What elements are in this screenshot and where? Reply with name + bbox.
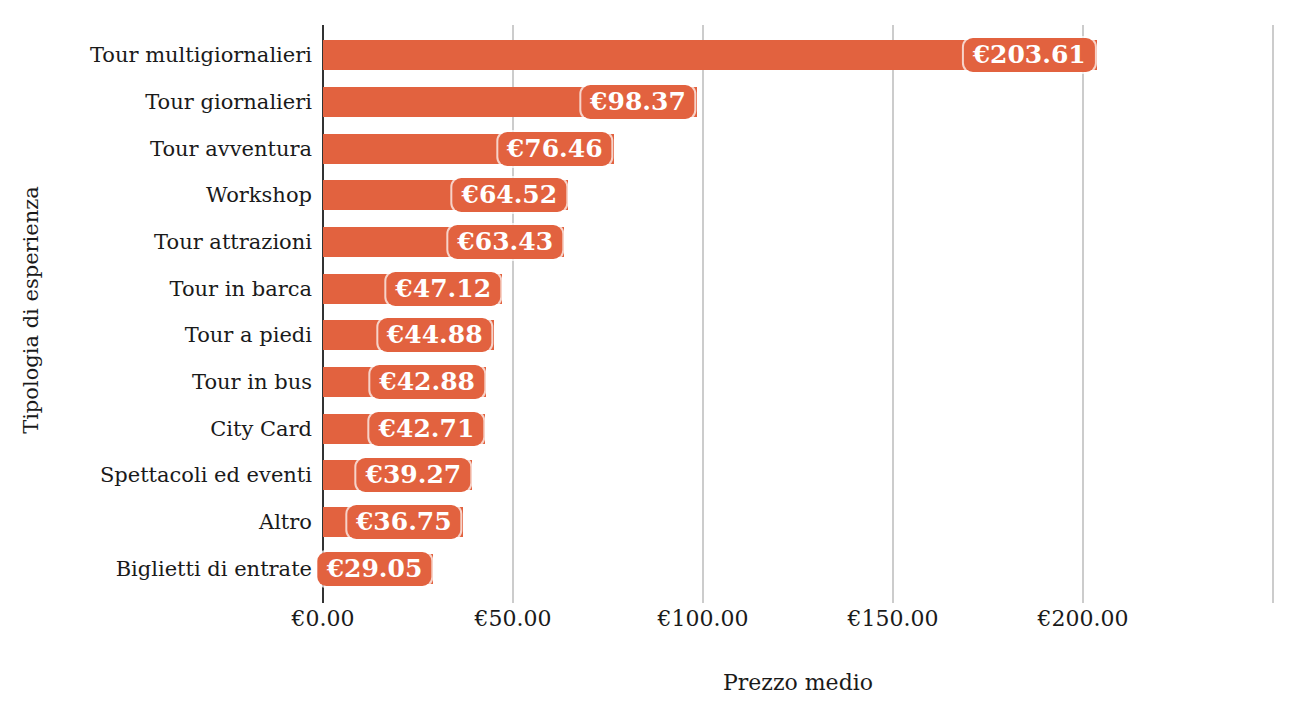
bar-row: Tour giornalieri €98.37 xyxy=(0,87,1306,117)
category-label: Altro xyxy=(0,510,323,534)
value-label: €64.52 xyxy=(452,178,566,212)
bar-row: Tour a piedi €44.88 xyxy=(0,320,1306,350)
bar-chart: Tipologia di esperienza Tour multigiorna… xyxy=(0,0,1306,718)
bar-row: Tour attrazioni €63.43 xyxy=(0,227,1306,257)
bar-row: Spettacoli ed eventi €39.27 xyxy=(0,460,1306,490)
bar-track: €42.88 xyxy=(323,367,1306,397)
category-label: Tour giornalieri xyxy=(0,90,323,114)
bar-track: €64.52 xyxy=(323,180,1306,210)
plot-rows: Tour multigiornalieri €203.61 Tour giornal… xyxy=(0,32,1306,592)
value-label: €29.05 xyxy=(318,552,432,586)
value-label: €42.71 xyxy=(370,412,484,446)
bar-track: €98.37 xyxy=(323,87,1306,117)
x-axis-title: Prezzo medio xyxy=(723,670,873,695)
bar-row: Tour in barca €47.12 xyxy=(0,274,1306,304)
value-label: €203.61 xyxy=(964,38,1095,72)
bar-track: €44.88 xyxy=(323,320,1306,350)
category-label: Tour attrazioni xyxy=(0,230,323,254)
x-tick-label: €50.00 xyxy=(475,606,552,631)
x-axis-ticks: €0.00€50.00€100.00€150.00€200.00 xyxy=(323,606,1273,640)
category-label: Spettacoli ed eventi xyxy=(0,463,323,487)
bar-track: €36.75 xyxy=(323,507,1306,537)
x-tick-label: €200.00 xyxy=(1038,606,1129,631)
bar-track: €76.46 xyxy=(323,134,1306,164)
value-label: €76.46 xyxy=(498,132,612,166)
category-label: City Card xyxy=(0,417,323,441)
bar-track: €47.12 xyxy=(323,274,1306,304)
category-label: Tour multigiornalieri xyxy=(0,43,323,67)
value-label: €39.27 xyxy=(357,458,471,492)
category-label: Workshop xyxy=(0,183,323,207)
bar-row: City Card €42.71 xyxy=(0,414,1306,444)
category-label: Biglietti di entrate xyxy=(0,557,323,581)
bar-row: Tour in bus €42.88 xyxy=(0,367,1306,397)
bar-track: €39.27 xyxy=(323,460,1306,490)
category-label: Tour in bus xyxy=(0,370,323,394)
value-label: €36.75 xyxy=(347,505,461,539)
bar-track: €63.43 xyxy=(323,227,1306,257)
bar-track: €42.71 xyxy=(323,414,1306,444)
bar-track: €203.61 xyxy=(323,40,1306,70)
value-label: €44.88 xyxy=(378,318,492,352)
bar-row: Biglietti di entrate€29.05 xyxy=(0,554,1306,584)
value-label: €42.88 xyxy=(370,365,484,399)
value-label: €47.12 xyxy=(386,272,500,306)
bar-row: Workshop €64.52 xyxy=(0,180,1306,210)
x-tick-label: €100.00 xyxy=(658,606,749,631)
value-label: €63.43 xyxy=(448,225,562,259)
bar-row: Altro €36.75 xyxy=(0,507,1306,537)
x-tick-label: €0.00 xyxy=(292,606,355,631)
bar-row: Tour avventura €76.46 xyxy=(0,134,1306,164)
category-label: Tour in barca xyxy=(0,277,323,301)
value-label: €98.37 xyxy=(581,85,695,119)
bar-row: Tour multigiornalieri €203.61 xyxy=(0,40,1306,70)
category-label: Tour a piedi xyxy=(0,323,323,347)
bar-track: €29.05 xyxy=(323,554,1306,584)
x-tick-label: €150.00 xyxy=(848,606,939,631)
category-label: Tour avventura xyxy=(0,137,323,161)
